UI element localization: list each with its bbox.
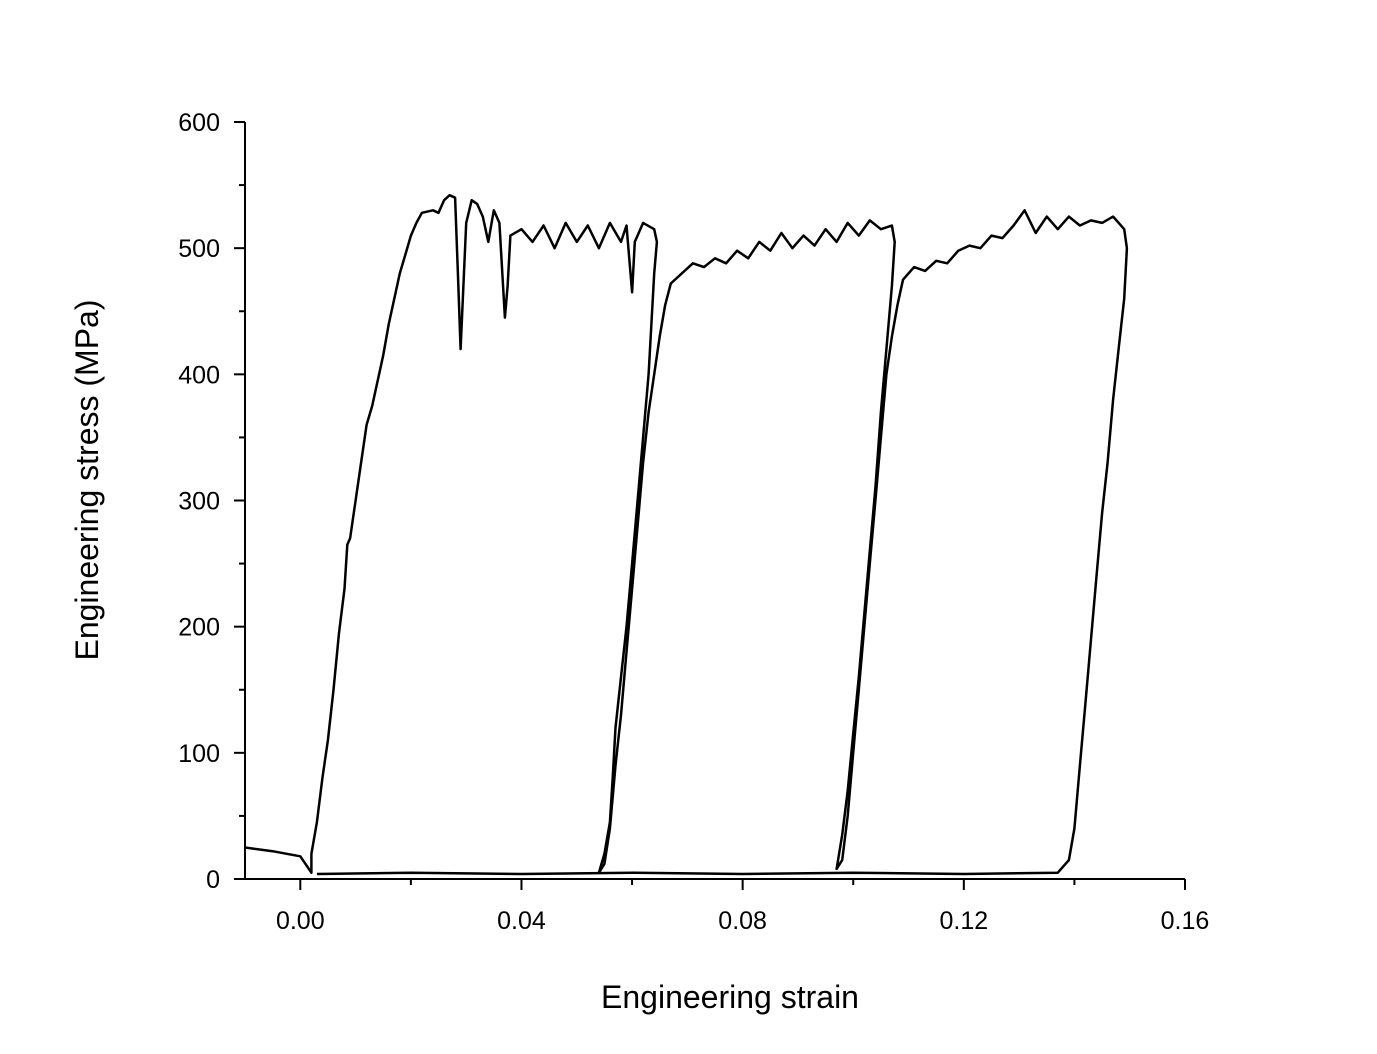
x-tick-label: 0.08 <box>718 907 767 935</box>
y-tick-label: 100 <box>178 740 220 768</box>
y-axis-label: Engineering stress (MPa) <box>69 299 105 660</box>
y-tick-label: 600 <box>178 109 220 137</box>
x-tick-label: 0.12 <box>939 907 988 935</box>
axis-ticks: 0.00 0.04 0.08 0.12 0.16 0 100 200 300 400 500 600 <box>178 109 1209 935</box>
x-axis-label: Engineering strain <box>601 979 859 1015</box>
y-tick-label: 0 <box>206 866 220 894</box>
x-tick-label: 0.04 <box>497 907 546 935</box>
y-tick-label: 200 <box>178 614 220 642</box>
y-tick-label: 500 <box>178 235 220 263</box>
series-line <box>244 193 1129 876</box>
x-tick-label: 0.00 <box>276 907 325 935</box>
y-tick-label: 400 <box>178 361 220 389</box>
y-tick-label: 300 <box>178 488 220 516</box>
x-tick-label: 0.16 <box>1161 907 1210 935</box>
